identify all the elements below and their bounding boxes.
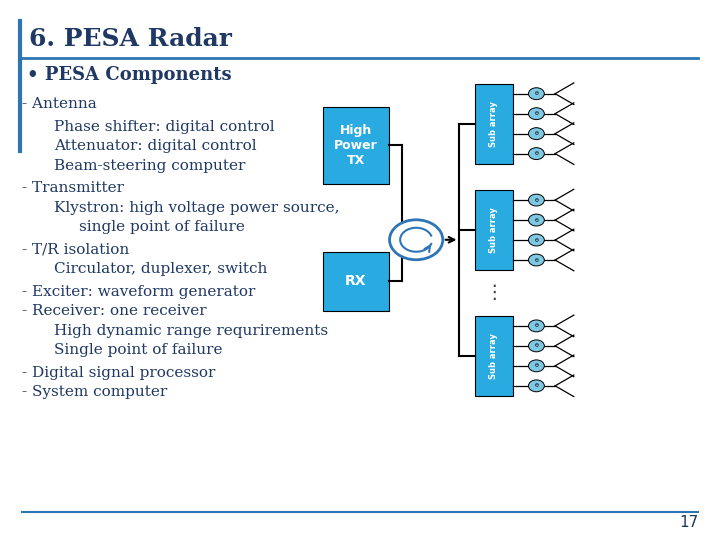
Circle shape [528, 128, 544, 140]
FancyBboxPatch shape [323, 252, 389, 310]
Text: RX: RX [345, 274, 366, 288]
Text: θ: θ [534, 131, 539, 136]
Circle shape [528, 87, 544, 99]
Circle shape [528, 380, 544, 392]
Text: - Transmitter: - Transmitter [22, 181, 124, 195]
Text: Sub array: Sub array [490, 333, 498, 379]
FancyBboxPatch shape [475, 316, 513, 396]
Text: θ: θ [534, 198, 539, 202]
Text: Phase shifter: digital control: Phase shifter: digital control [54, 120, 274, 134]
Text: - Receiver: one receiver: - Receiver: one receiver [22, 304, 206, 318]
Text: 6. PESA Radar: 6. PESA Radar [29, 27, 232, 51]
Circle shape [528, 234, 544, 246]
Text: Single point of failure: Single point of failure [54, 343, 222, 357]
Circle shape [390, 220, 443, 260]
Text: θ: θ [534, 258, 539, 262]
FancyBboxPatch shape [475, 84, 513, 164]
Text: High dynamic range requrirements: High dynamic range requrirements [54, 324, 328, 338]
Circle shape [528, 108, 544, 120]
Circle shape [528, 214, 544, 226]
Text: single point of failure: single point of failure [79, 220, 245, 234]
Text: Sub array: Sub array [490, 101, 498, 146]
Text: θ: θ [534, 323, 539, 328]
Circle shape [528, 254, 544, 266]
Text: θ: θ [534, 218, 539, 222]
Text: Attenuator: digital control: Attenuator: digital control [54, 139, 256, 153]
Circle shape [528, 320, 544, 332]
Text: θ: θ [534, 91, 539, 96]
Text: 17: 17 [679, 515, 698, 530]
Text: θ: θ [534, 383, 539, 388]
Text: Beam-steering computer: Beam-steering computer [54, 159, 246, 173]
Text: - Exciter: waveform generator: - Exciter: waveform generator [22, 285, 255, 299]
Circle shape [528, 148, 544, 160]
Text: θ: θ [534, 363, 539, 368]
Text: - System computer: - System computer [22, 385, 167, 399]
Text: - Digital signal processor: - Digital signal processor [22, 366, 215, 380]
Circle shape [528, 194, 544, 206]
Text: θ: θ [534, 151, 539, 156]
Text: High
Power
TX: High Power TX [334, 124, 377, 167]
Text: θ: θ [534, 343, 539, 348]
Text: Sub array: Sub array [490, 207, 498, 253]
Circle shape [528, 360, 544, 372]
Text: θ: θ [534, 238, 539, 242]
Circle shape [528, 340, 544, 352]
Text: • PESA Components: • PESA Components [27, 66, 232, 84]
Text: Circulator, duplexer, switch: Circulator, duplexer, switch [54, 262, 267, 276]
FancyBboxPatch shape [475, 190, 513, 270]
Text: ⋮: ⋮ [484, 284, 504, 302]
FancyBboxPatch shape [323, 107, 389, 184]
Text: - T/R isolation: - T/R isolation [22, 242, 129, 256]
Text: Klystron: high voltage power source,: Klystron: high voltage power source, [54, 201, 340, 215]
Text: - Antenna: - Antenna [22, 97, 96, 111]
Text: θ: θ [534, 111, 539, 116]
